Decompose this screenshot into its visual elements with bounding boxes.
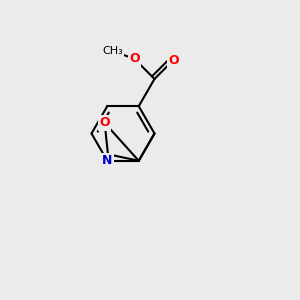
Text: O: O: [129, 52, 140, 65]
Text: CH₃: CH₃: [102, 46, 123, 56]
Text: N: N: [102, 154, 112, 167]
Text: O: O: [99, 116, 110, 129]
Text: O: O: [168, 53, 179, 67]
